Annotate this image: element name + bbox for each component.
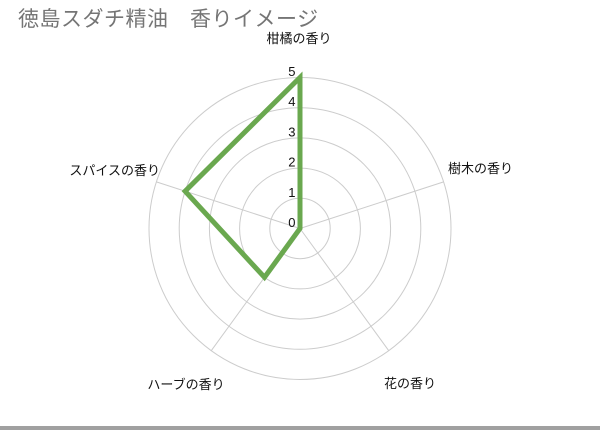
- radial-tick-label: 4: [288, 94, 295, 109]
- axis-label-2: 花の香り: [384, 376, 436, 391]
- radial-tick-label: 5: [288, 64, 295, 79]
- axis-spoke: [299, 181, 444, 229]
- radial-tick-label: 3: [288, 124, 295, 139]
- radial-tick-label: 1: [288, 185, 295, 200]
- axis-spoke: [156, 181, 301, 229]
- axis-spoke: [299, 228, 390, 351]
- chart-title: 徳島スダチ精油 香りイメージ: [18, 8, 319, 31]
- axis-label-3: ハーブの香り: [147, 377, 224, 392]
- horizontal-scrollbar[interactable]: [0, 426, 600, 430]
- axis-label-1: 樹木の香り: [448, 161, 513, 176]
- radial-tick-label: 0: [288, 215, 295, 230]
- data-series-polygon: [181, 71, 303, 282]
- axis-label-4: スパイスの香り: [69, 163, 160, 178]
- axis-label-0: 柑橘の香り: [266, 31, 331, 46]
- radial-tick-label: 2: [288, 155, 295, 170]
